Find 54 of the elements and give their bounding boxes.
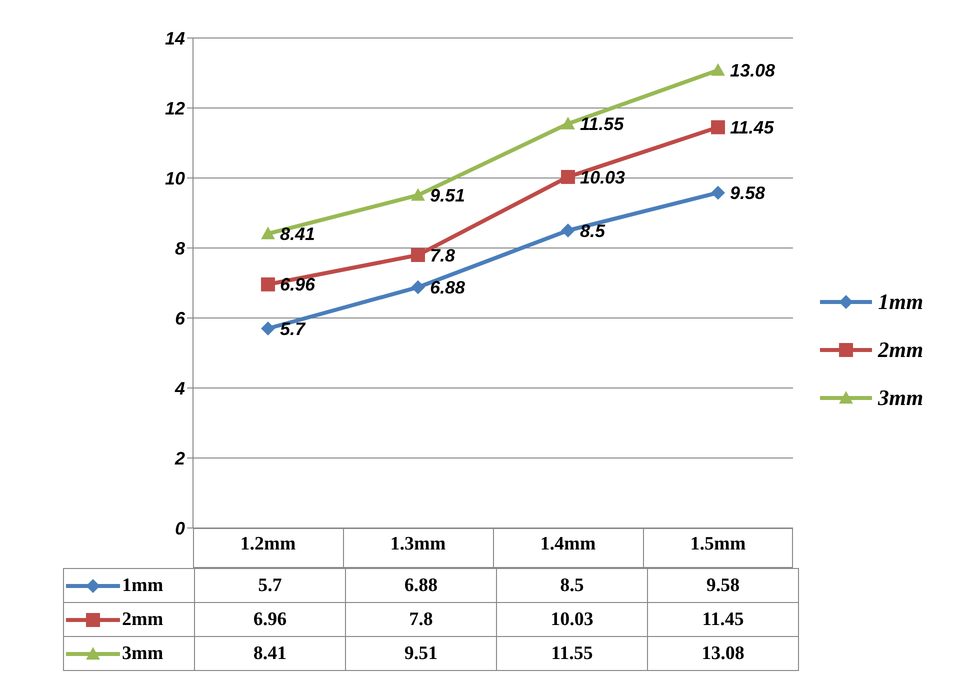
data-label: 8.41 [194, 636, 346, 670]
text: 6.88 [430, 278, 466, 298]
point [411, 188, 425, 201]
text: 1mm [122, 574, 164, 596]
data-label: 9.51 [346, 636, 496, 670]
text: 9.58 [730, 183, 766, 203]
point [411, 280, 425, 294]
data-label: 7.8 [346, 602, 496, 636]
legend-label: 1mm [878, 289, 924, 315]
y-tick-label: 2 [174, 448, 185, 468]
y-tick-label: 0 [174, 518, 185, 538]
point [711, 120, 725, 134]
text: 11.45 [730, 118, 774, 138]
text: 3mm [122, 642, 164, 664]
text: 8.41 [280, 224, 316, 244]
point [711, 186, 725, 200]
text: 2mm [122, 608, 164, 630]
y-tick-label: 4 [174, 378, 185, 398]
y-tick-label: 12 [164, 98, 185, 118]
x-tick-label: 1.4mm [540, 533, 596, 554]
y-tick-label: 10 [164, 168, 185, 188]
point [261, 277, 275, 292]
point [261, 322, 275, 336]
point [561, 224, 575, 238]
y-tick-label: 6 [174, 308, 186, 328]
point [561, 170, 575, 184]
text: 9.51 [430, 185, 466, 206]
data-label: 13.08 [648, 636, 798, 670]
y-tick-label: 14 [164, 28, 185, 48]
point [711, 63, 725, 76]
data-label: 11.45 [648, 602, 798, 636]
y-tick-label: 8 [174, 238, 185, 258]
legend-label: 3mm [878, 385, 924, 411]
x-tick-label: 1.5mm [690, 533, 746, 554]
text: 5.7 [280, 318, 306, 339]
text: 6.96 [280, 274, 316, 295]
text: 11.55 [580, 114, 624, 134]
data-label: 5.7 [194, 568, 346, 602]
data-label: 11.55 [496, 636, 648, 670]
point [411, 248, 425, 262]
data-label: 9.58 [648, 568, 798, 602]
text: 7.8 [430, 245, 456, 266]
x-tick-label: 1.2mm [240, 533, 296, 554]
text: 8.5 [580, 220, 606, 241]
text: 13.08 [730, 60, 776, 80]
point [561, 116, 575, 130]
data-label: 6.88 [346, 568, 496, 602]
data-label: 10.03 [496, 602, 648, 636]
point [261, 226, 275, 240]
data-label: 8.5 [496, 568, 648, 602]
legend-label: 2mm [878, 337, 924, 363]
text: 10.03 [580, 167, 626, 188]
data-label: 6.96 [194, 602, 346, 636]
x-tick-label: 1.3mm [390, 533, 446, 554]
